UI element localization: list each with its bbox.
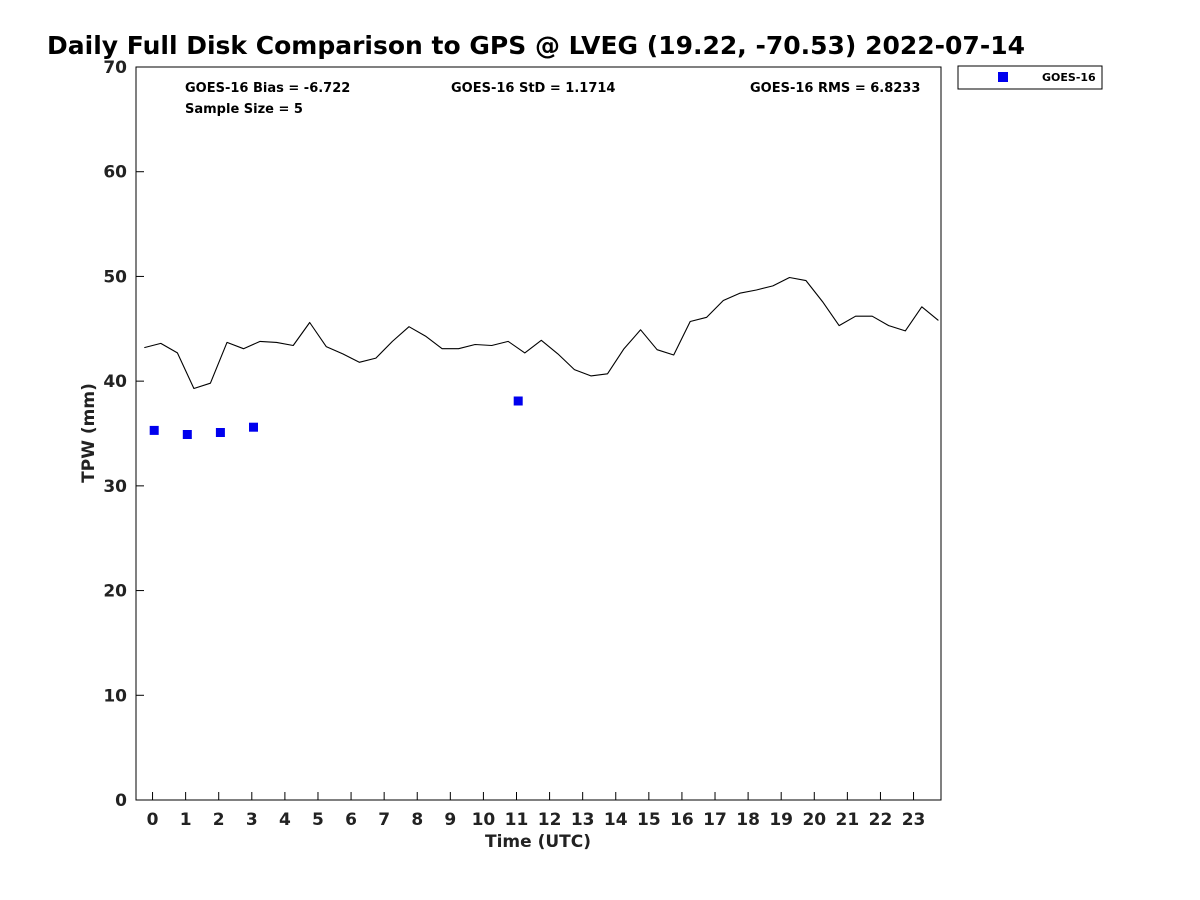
x-tick-label: 10: [472, 810, 496, 830]
x-tick-label: 6: [345, 810, 357, 830]
x-tick-label: 7: [378, 810, 390, 830]
x-tick-label: 3: [246, 810, 258, 830]
goes16-point: [150, 426, 159, 435]
y-tick-label: 40: [103, 372, 127, 392]
goes16-point: [216, 428, 225, 437]
std-stat: GOES-16 StD = 1.1714: [451, 81, 615, 96]
x-tick-label: 4: [279, 810, 291, 830]
goes16-point: [249, 423, 258, 432]
x-tick-label: 22: [869, 810, 893, 830]
x-tick-label: 18: [736, 810, 760, 830]
series-layer: [144, 278, 938, 440]
sample-size-stat: Sample Size = 5: [185, 102, 303, 117]
y-tick-label: 30: [103, 477, 127, 497]
y-axis-label: TPW (mm): [79, 383, 99, 483]
y-tick-label: 0: [115, 791, 127, 811]
y-tick-label: 20: [103, 582, 127, 602]
x-axis: 0 1 2 3 4 5 6 7 8 9 10 11 12 13 14 15 16 17 18 19 20 21 22 23: [147, 792, 926, 830]
chart-title: Daily Full Disk Comparison to GPS @ LVEG…: [47, 31, 1025, 60]
x-tick-label: 21: [836, 810, 860, 830]
x-axis-label: Time (UTC): [485, 832, 591, 852]
y-tick-label: 60: [103, 163, 127, 183]
x-tick-label: 23: [902, 810, 926, 830]
x-tick-label: 1: [180, 810, 192, 830]
x-tick-label: 5: [312, 810, 324, 830]
legend: GOES-16: [958, 66, 1102, 89]
x-tick-label: 0: [147, 810, 159, 830]
legend-label: GOES-16: [1042, 71, 1096, 84]
bias-stat: GOES-16 Bias = -6.722: [185, 81, 350, 96]
x-tick-label: 2: [213, 810, 225, 830]
x-tick-label: 14: [604, 810, 628, 830]
x-tick-label: 8: [411, 810, 423, 830]
x-tick-label: 19: [769, 810, 793, 830]
gps-tpw-line: [144, 278, 938, 389]
goes16-point: [183, 430, 192, 439]
y-tick-label: 70: [103, 58, 127, 78]
x-tick-label: 13: [571, 810, 595, 830]
x-tick-label: 15: [637, 810, 661, 830]
x-tick-label: 17: [703, 810, 727, 830]
x-tick-label: 12: [538, 810, 562, 830]
goes16-point: [514, 397, 523, 406]
plot-area-frame: [136, 67, 941, 800]
y-tick-label: 50: [103, 267, 127, 287]
x-tick-label: 16: [670, 810, 694, 830]
legend-marker-square-icon: [998, 72, 1008, 82]
rms-stat: GOES-16 RMS = 6.8233: [750, 81, 920, 96]
x-tick-label: 11: [505, 810, 529, 830]
x-tick-label: 9: [444, 810, 456, 830]
y-tick-label: 10: [103, 686, 127, 706]
chart: Daily Full Disk Comparison to GPS @ LVEG…: [0, 0, 1200, 900]
x-tick-label: 20: [802, 810, 826, 830]
y-axis: 0 10 20 30 40 50 60 70: [103, 58, 144, 811]
